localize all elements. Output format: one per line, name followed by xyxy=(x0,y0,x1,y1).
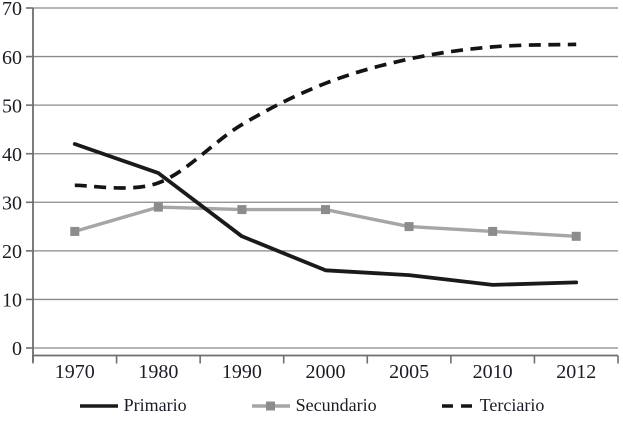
secundario-marker xyxy=(488,226,498,236)
terciario-series-line xyxy=(74,42,577,190)
y-axis-tick-label: 70 xyxy=(2,0,22,20)
chart-legend: Primario Secundario Terciario xyxy=(0,396,623,416)
secundario-marker xyxy=(571,231,581,241)
secundario-marker xyxy=(404,222,414,232)
secundario-line-icon xyxy=(251,401,290,411)
secundario-marker xyxy=(237,205,247,215)
y-axis-tick-label: 60 xyxy=(2,47,22,69)
primario-series-line xyxy=(72,142,579,287)
y-axis-tick-label: 50 xyxy=(2,95,22,117)
y-axis-tick-label: 20 xyxy=(2,241,22,263)
legend-label-primario: Primario xyxy=(123,395,187,415)
x-axis-tick-label: 2010 xyxy=(473,361,513,383)
secundario-marker xyxy=(321,205,330,215)
legend-label-secundario: Secundario xyxy=(295,395,377,415)
legend-label-terciario: Terciario xyxy=(479,395,545,415)
x-axis-tick-label: 2000 xyxy=(306,361,346,383)
y-axis-tick-label: 0 xyxy=(12,338,22,360)
terciario-dash-icon xyxy=(441,404,474,408)
y-axis-tick-label: 40 xyxy=(2,144,22,166)
y-axis-tick-label: 30 xyxy=(2,192,22,214)
primario-line-icon xyxy=(79,404,118,408)
axis-labels-group: 0 10 20 30 40 50 60 70 1970 1980 1990 2000 2005 2010 2… xyxy=(2,0,596,383)
x-axis-tick-label: 1970 xyxy=(55,361,95,383)
secundario-marker xyxy=(70,226,80,236)
x-axis-tick-label: 2005 xyxy=(389,361,429,383)
x-axis-tick-label: 1980 xyxy=(138,361,178,383)
legend-item-terciario: Terciario xyxy=(441,395,545,416)
secundario-marker xyxy=(153,202,163,212)
x-axis-tick-label: 2012 xyxy=(556,361,596,383)
series-group xyxy=(70,42,581,287)
legend-item-primario: Primario xyxy=(79,396,187,416)
gridlines-group xyxy=(33,7,618,349)
legend-item-secundario: Secundario xyxy=(251,396,377,416)
x-axis-tick-label: 1990 xyxy=(222,361,262,383)
y-axis-tick-label: 10 xyxy=(2,290,22,312)
axes-group xyxy=(26,7,619,364)
